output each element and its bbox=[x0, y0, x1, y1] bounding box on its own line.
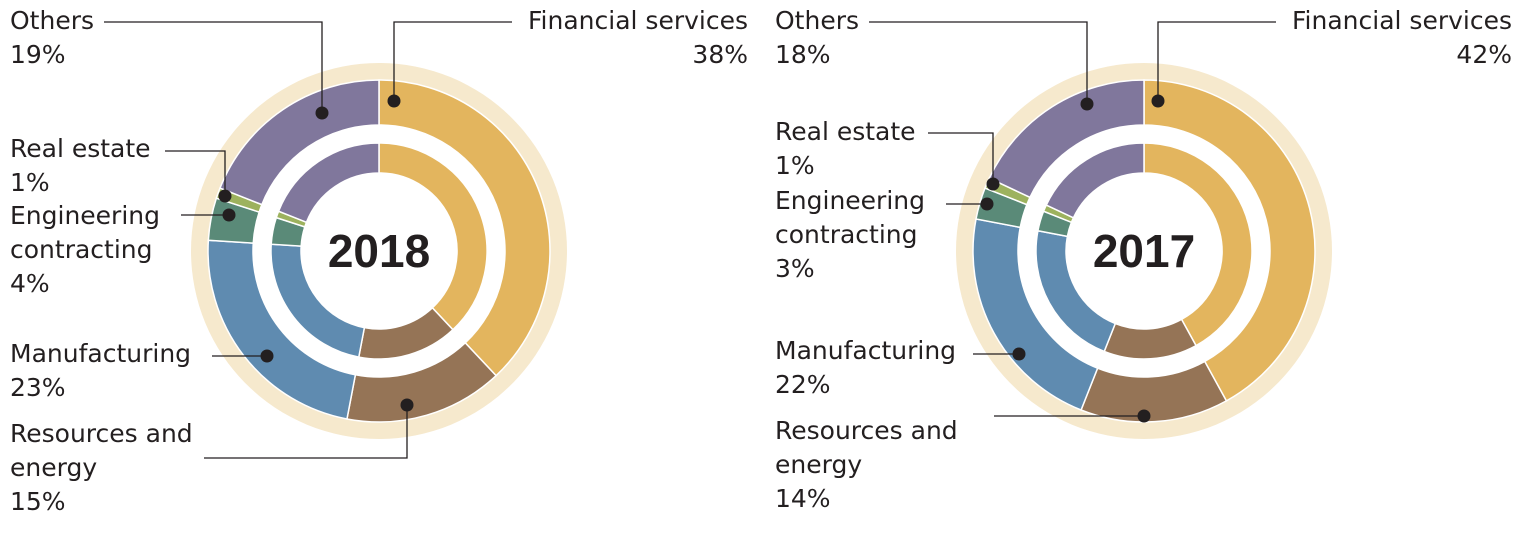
leader-dot-financial-services bbox=[387, 94, 401, 108]
category-name: energy bbox=[10, 453, 98, 482]
leader-dot-resources-and-energy bbox=[400, 398, 414, 412]
slice-outer-financial-services bbox=[378, 79, 551, 377]
donut-2017: 2017 bbox=[869, 21, 1332, 439]
percent-value: 22% bbox=[775, 370, 831, 399]
leader-dot-others bbox=[315, 106, 329, 120]
label-real-estate-2017: Real estate 1% bbox=[775, 115, 916, 183]
percent-value: 15% bbox=[10, 487, 66, 516]
category-name: energy bbox=[775, 450, 863, 479]
percent-value: 38% bbox=[692, 40, 748, 69]
percent-value: 14% bbox=[775, 484, 831, 513]
leader-line-others bbox=[869, 21, 1088, 104]
leader-dot-real-estate bbox=[218, 189, 232, 203]
donut-2018: 2018 bbox=[104, 21, 567, 459]
percent-value: 19% bbox=[10, 40, 66, 69]
slice-outer-others bbox=[988, 79, 1145, 199]
label-resources-and-energy-2018: Resources and energy 15% bbox=[10, 417, 193, 519]
percent-value: 3% bbox=[775, 254, 815, 283]
category-name: Resources and bbox=[10, 419, 193, 448]
category-name: Others bbox=[775, 6, 860, 35]
leader-dot-manufacturing bbox=[1012, 347, 1026, 361]
leader-dot-resources-and-energy bbox=[1137, 409, 1151, 423]
category-name: Others bbox=[10, 6, 95, 35]
label-engineering-contracting-2018: Engineering contracting 4% bbox=[10, 199, 160, 301]
label-engineering-contracting-2017: Engineering contracting 3% bbox=[775, 184, 925, 286]
category-name: Real estate bbox=[775, 117, 916, 146]
slice-outer-financial-services bbox=[1143, 79, 1316, 402]
category-name: Financial services bbox=[528, 6, 748, 35]
label-resources-and-energy-2017: Resources and energy 14% bbox=[775, 414, 958, 516]
slice-inner-others bbox=[1045, 142, 1145, 219]
leader-line-real-estate bbox=[928, 132, 994, 184]
label-financial-services-2018: Financial services 38% bbox=[528, 4, 748, 72]
leader-line-financial-services bbox=[393, 21, 512, 101]
category-name: Manufacturing bbox=[10, 339, 192, 368]
category-name: Manufacturing bbox=[775, 336, 957, 365]
percent-value: 18% bbox=[775, 40, 831, 69]
label-financial-services-2017: Financial services 42% bbox=[1292, 4, 1512, 72]
slice-outer-others bbox=[219, 79, 380, 206]
leader-line-resources-and-energy bbox=[204, 405, 408, 459]
leader-line-others bbox=[104, 21, 323, 113]
category-name: Real estate bbox=[10, 134, 151, 163]
leader-line-real-estate bbox=[165, 150, 226, 196]
ring-gap bbox=[973, 80, 1315, 422]
percent-value: 1% bbox=[10, 168, 50, 197]
percent-value: 42% bbox=[1456, 40, 1512, 69]
label-others-2017: Others 18% bbox=[775, 4, 859, 72]
leader-dot-engineering-contracting bbox=[222, 208, 236, 222]
leader-dot-financial-services bbox=[1151, 94, 1165, 108]
percent-value: 23% bbox=[10, 373, 66, 402]
leader-dot-manufacturing bbox=[260, 349, 274, 363]
chart-year-label: 2018 bbox=[328, 225, 430, 277]
category-name: Financial services bbox=[1292, 6, 1512, 35]
label-manufacturing-2018: Manufacturing 23% bbox=[10, 337, 191, 405]
slice-inner-financial-services bbox=[1143, 142, 1253, 347]
category-name: Resources and bbox=[775, 416, 958, 445]
percent-value: 1% bbox=[775, 151, 815, 180]
percent-value: 4% bbox=[10, 269, 50, 298]
label-others-2018: Others 19% bbox=[10, 4, 94, 72]
ring-gap bbox=[208, 80, 550, 422]
category-name: Engineering bbox=[775, 186, 925, 215]
label-real-estate-2018: Real estate 1% bbox=[10, 132, 151, 200]
label-manufacturing-2017: Manufacturing 22% bbox=[775, 334, 956, 402]
category-name: Engineering bbox=[10, 201, 160, 230]
leader-line-financial-services bbox=[1157, 21, 1276, 101]
leader-dot-others bbox=[1080, 97, 1094, 111]
category-name: contracting bbox=[775, 220, 918, 249]
leader-dot-engineering-contracting bbox=[980, 197, 994, 211]
slice-inner-others bbox=[277, 142, 380, 224]
chart-year-label: 2017 bbox=[1093, 225, 1195, 277]
category-name: contracting bbox=[10, 235, 153, 264]
leader-dot-real-estate bbox=[986, 177, 1000, 191]
